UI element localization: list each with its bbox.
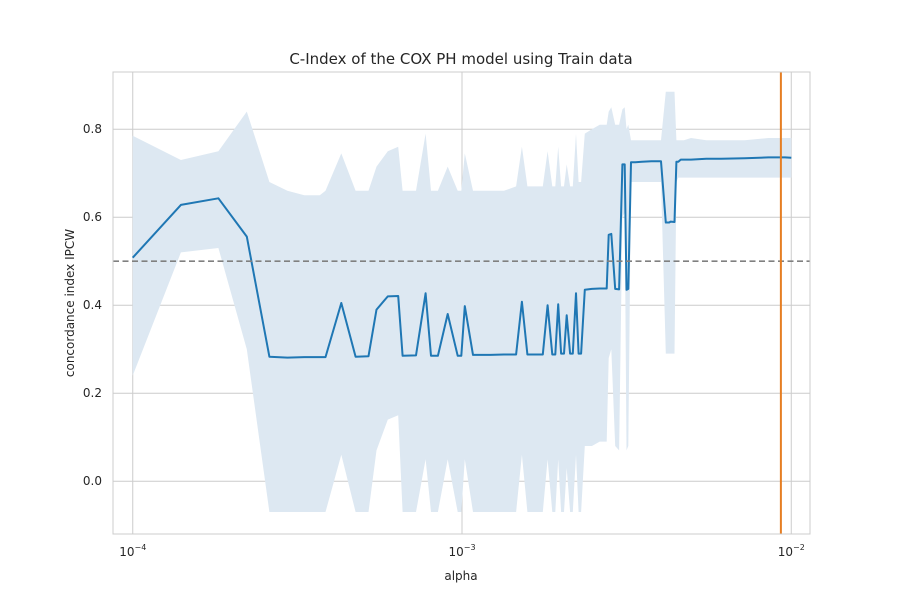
x-tick-label: 10−2: [778, 543, 805, 559]
y-tick-labels: 0.0 0.2 0.4 0.6 0.8: [83, 122, 102, 488]
series-line-layer: [131, 156, 792, 359]
reference-line-layer: [113, 72, 810, 534]
y-tick-label: 0.2: [83, 386, 102, 400]
x-tick-base: 10: [119, 545, 134, 559]
y-tick-label: 0.8: [83, 122, 102, 136]
confidence-band-layer: [132, 91, 792, 513]
series-line: [131, 156, 792, 359]
y-axis-label: concordance index IPCW: [63, 229, 77, 377]
y-tick-label: 0.6: [83, 210, 102, 224]
x-tick-labels: 10−4 10−3 10−2: [119, 543, 805, 559]
x-tick-exponent: −2: [793, 543, 805, 552]
x-tick-label: 10−4: [119, 543, 146, 559]
confidence-band: [132, 91, 792, 513]
y-tick-label: 0.0: [83, 474, 102, 488]
x-axis-label: alpha: [444, 569, 477, 583]
x-tick-label: 10−3: [448, 543, 475, 559]
x-tick-base: 10: [448, 545, 463, 559]
x-tick-base: 10: [778, 545, 793, 559]
x-tick-exponent: −4: [134, 543, 146, 552]
chart-title: C-Index of the COX PH model using Train …: [289, 50, 632, 68]
x-tick-exponent: −3: [464, 543, 476, 552]
y-tick-label: 0.4: [83, 298, 102, 312]
plot-frame: [112, 71, 811, 535]
